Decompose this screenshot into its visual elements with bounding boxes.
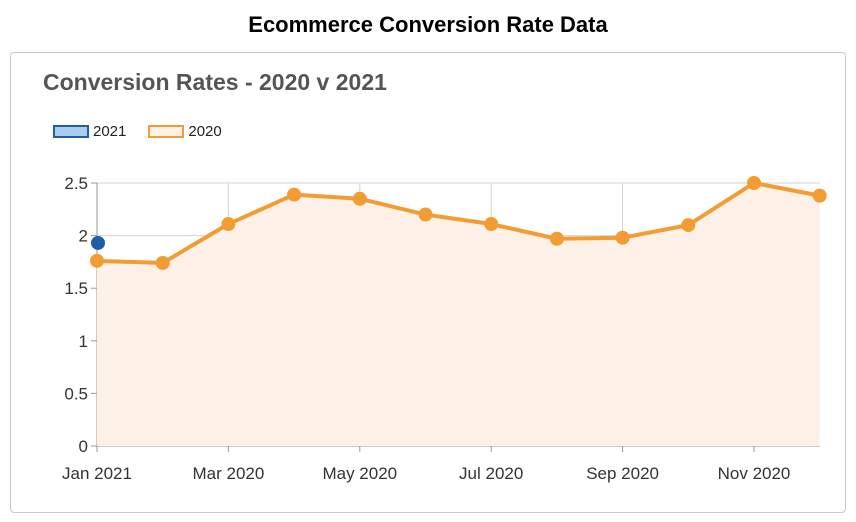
y-tick-label: 0.5 <box>64 384 88 403</box>
chart-legend: 2021 2020 <box>53 123 244 140</box>
x-tick-label: Mar 2020 <box>192 464 264 483</box>
series-2020-point <box>681 218 696 233</box>
series-2020-point <box>90 253 104 268</box>
series-2020-point <box>812 188 827 203</box>
y-tick-label: 1.5 <box>64 279 88 298</box>
x-tick-label: Nov 2020 <box>718 464 791 483</box>
series-2020-point <box>484 217 499 232</box>
legend-swatch-2020 <box>148 125 185 138</box>
legend-item-2020[interactable]: 2020 <box>148 123 222 140</box>
series-2020-point <box>155 255 170 270</box>
legend-label-2020: 2020 <box>188 123 222 140</box>
x-tick-label: May 2020 <box>322 464 397 483</box>
series-2020-point <box>747 176 761 190</box>
series-2020-line <box>96 181 821 265</box>
chart-title: Conversion Rates - 2020 v 2021 <box>43 69 387 95</box>
series-2020-area <box>97 183 820 446</box>
series-2020-point <box>549 231 564 246</box>
y-tick-label: 2.5 <box>64 174 88 193</box>
legend-item-2021[interactable]: 2021 <box>53 123 126 140</box>
page-title: Ecommerce Conversion Rate Data <box>248 12 608 37</box>
x-tick-label: Jan 2021 <box>62 464 132 483</box>
series-2020-point <box>615 230 630 245</box>
legend-swatch-2021 <box>53 125 89 138</box>
y-tick-label: 1 <box>79 332 88 351</box>
y-tick-label: 2 <box>79 227 88 246</box>
series-2020-point <box>287 187 302 202</box>
series-2020-point <box>221 217 236 232</box>
series-2021-point <box>91 235 105 250</box>
series-2020-point <box>418 207 433 222</box>
series-2020-point <box>352 191 367 206</box>
y-tick-label: 0 <box>79 437 88 456</box>
legend-label-2021: 2021 <box>93 123 127 140</box>
x-tick-label: Jul 2020 <box>459 464 523 483</box>
x-tick-label: Sep 2020 <box>586 464 659 483</box>
